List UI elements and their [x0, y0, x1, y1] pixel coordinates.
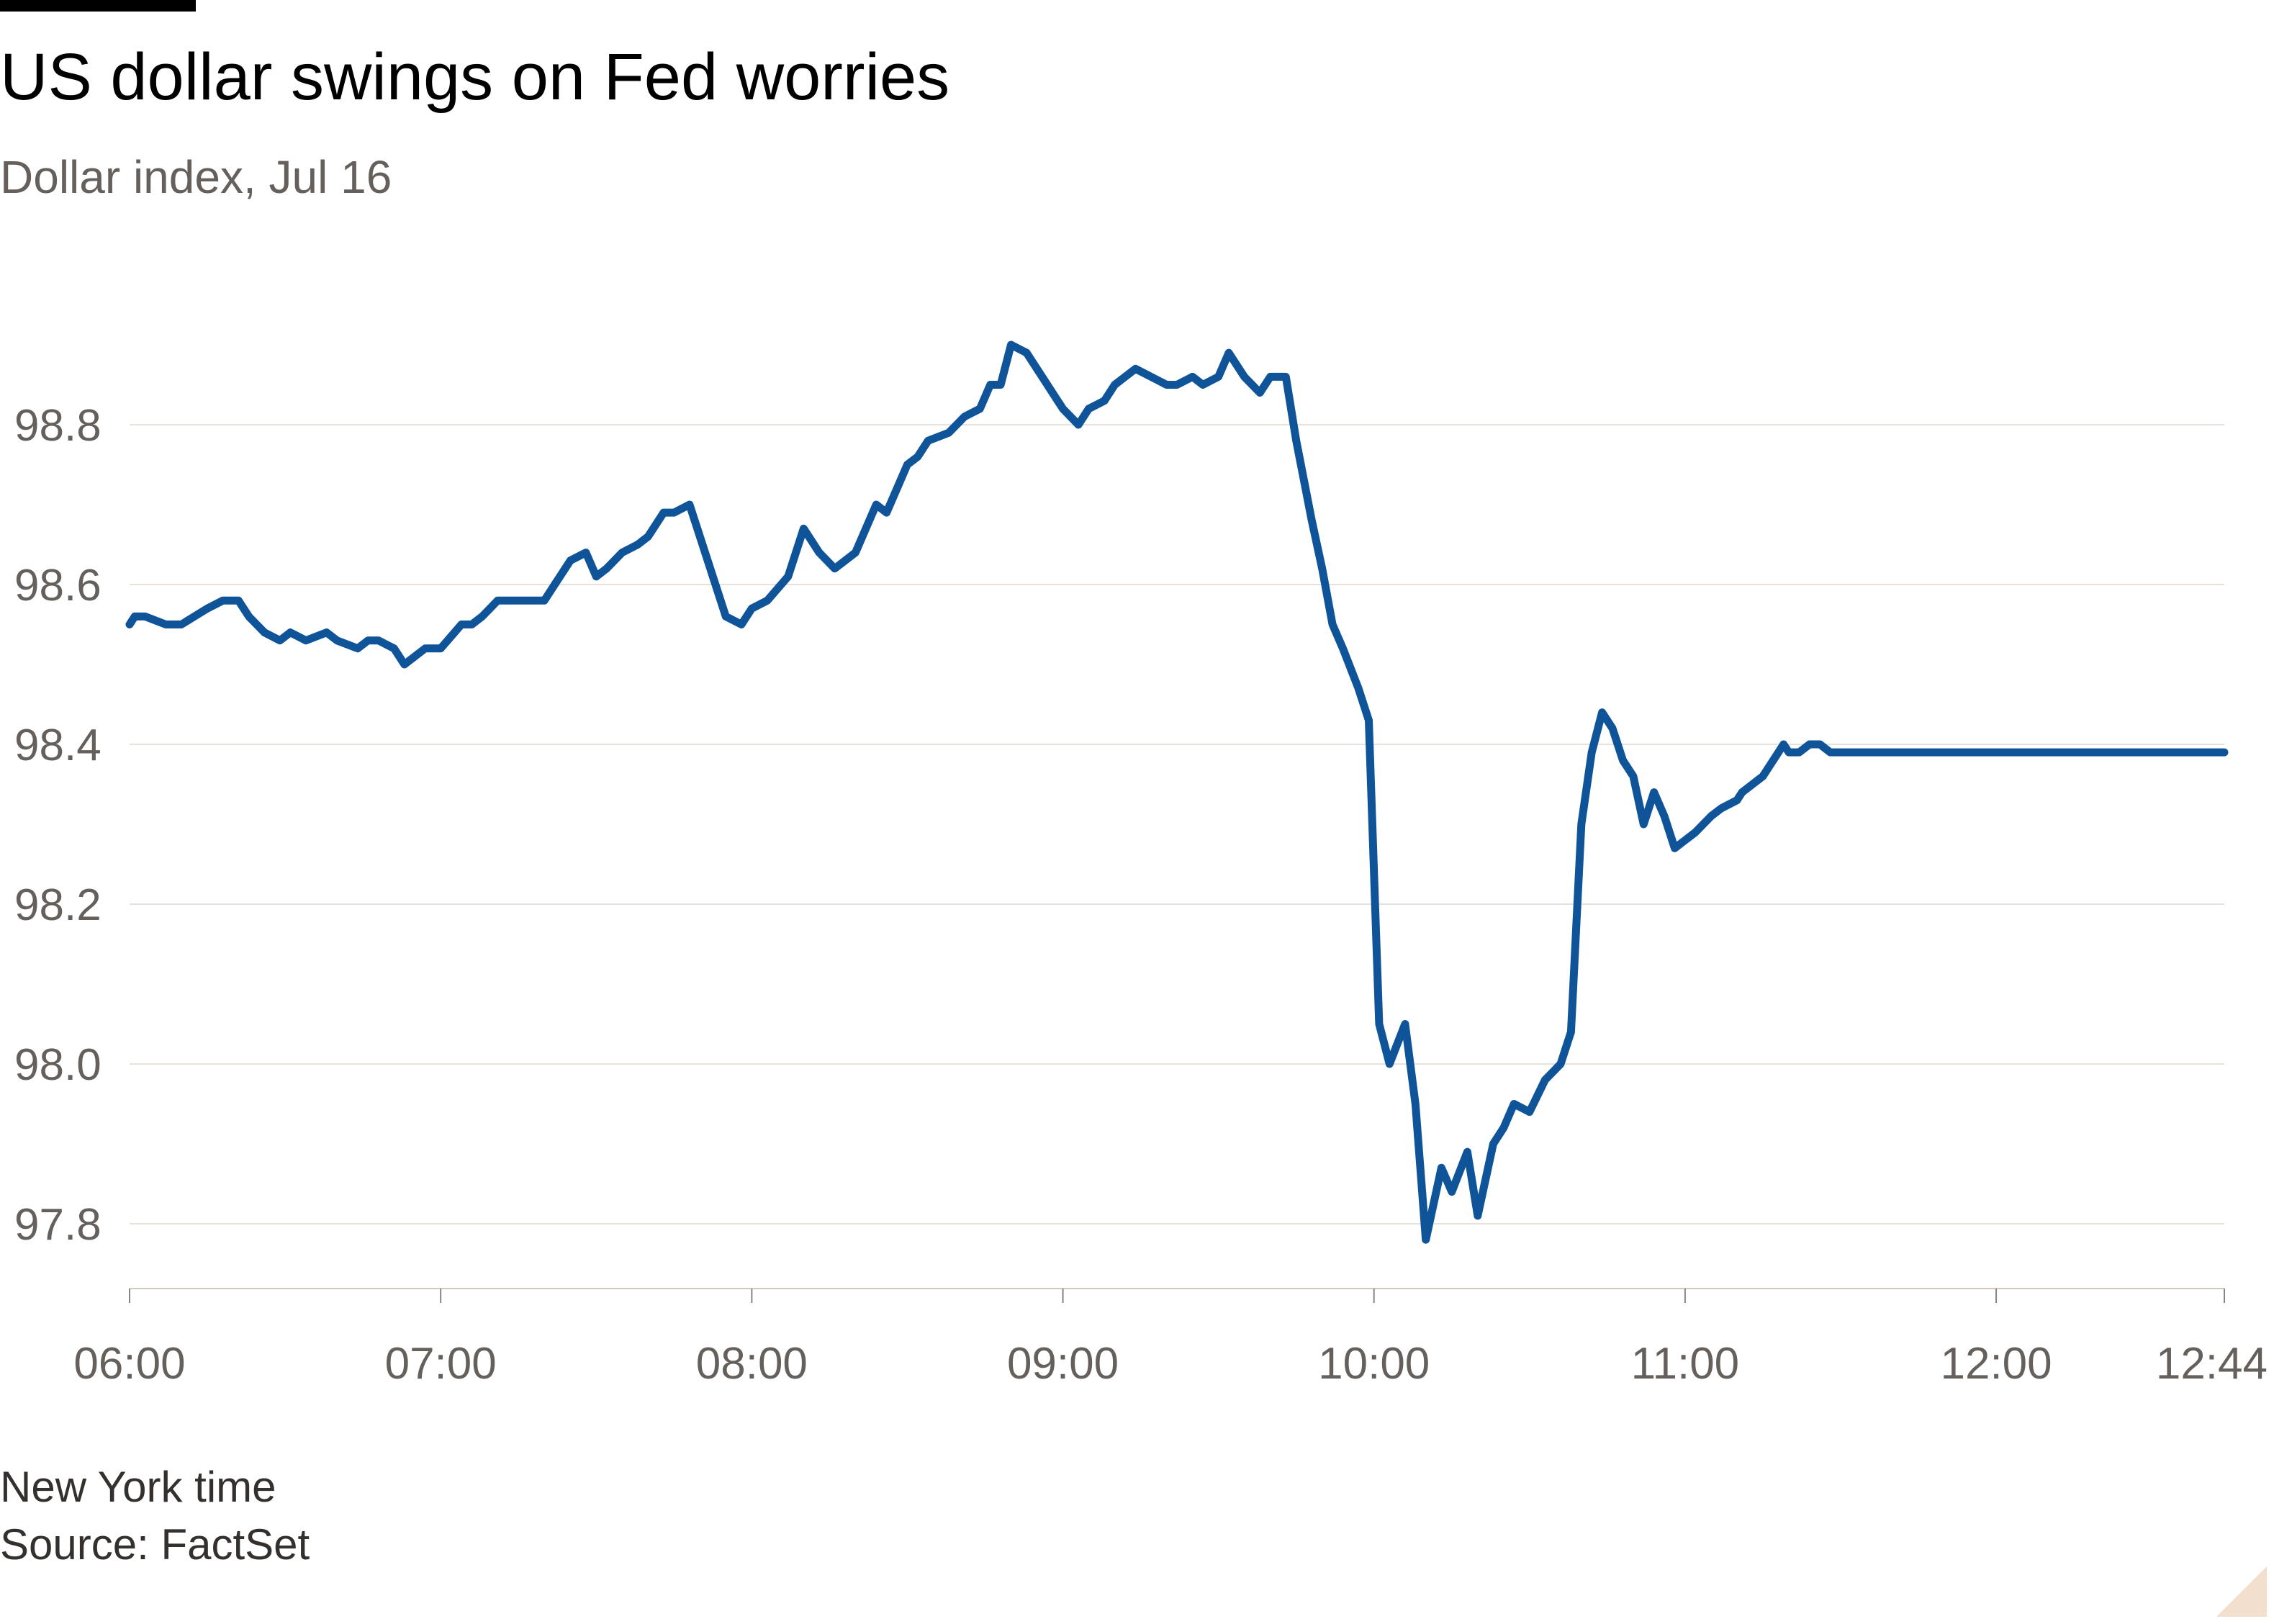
chart-subtitle: Dollar index, Jul 16 [0, 151, 392, 203]
x-tick-label: 07:00 [385, 1339, 497, 1389]
y-tick-label: 98.8 [14, 401, 101, 451]
footnote: New York time [0, 1463, 276, 1511]
x-tick-label: 06:00 [73, 1339, 185, 1389]
y-tick-label: 97.8 [14, 1200, 101, 1250]
brand-bar [0, 0, 196, 12]
y-tick-label: 98.0 [14, 1040, 101, 1090]
y-tick-label: 98.4 [14, 721, 101, 770]
line-chart: 97.8 98.0 98.2 98.4 98.6 98.8 06:00 07:00 08:00 0… [14, 340, 2268, 1389]
x-tick-label: 12:00 [1940, 1339, 2052, 1389]
x-tick-label: 08:00 [696, 1339, 808, 1389]
y-tick-label: 98.6 [14, 561, 101, 610]
y-tick-label: 98.2 [14, 880, 101, 930]
source-note: Source: FactSet [0, 1520, 310, 1569]
chart-title: US dollar swings on Fed worries [0, 40, 950, 114]
corner-fold-icon [2216, 1566, 2267, 1617]
x-tick-label: 11:00 [1631, 1339, 1740, 1389]
dollar-index-line [125, 340, 2229, 1244]
x-tick-label: 12:44 [2156, 1339, 2268, 1389]
x-tick-label: 10:00 [1318, 1339, 1430, 1389]
x-tick-label: 09:00 [1007, 1339, 1119, 1389]
